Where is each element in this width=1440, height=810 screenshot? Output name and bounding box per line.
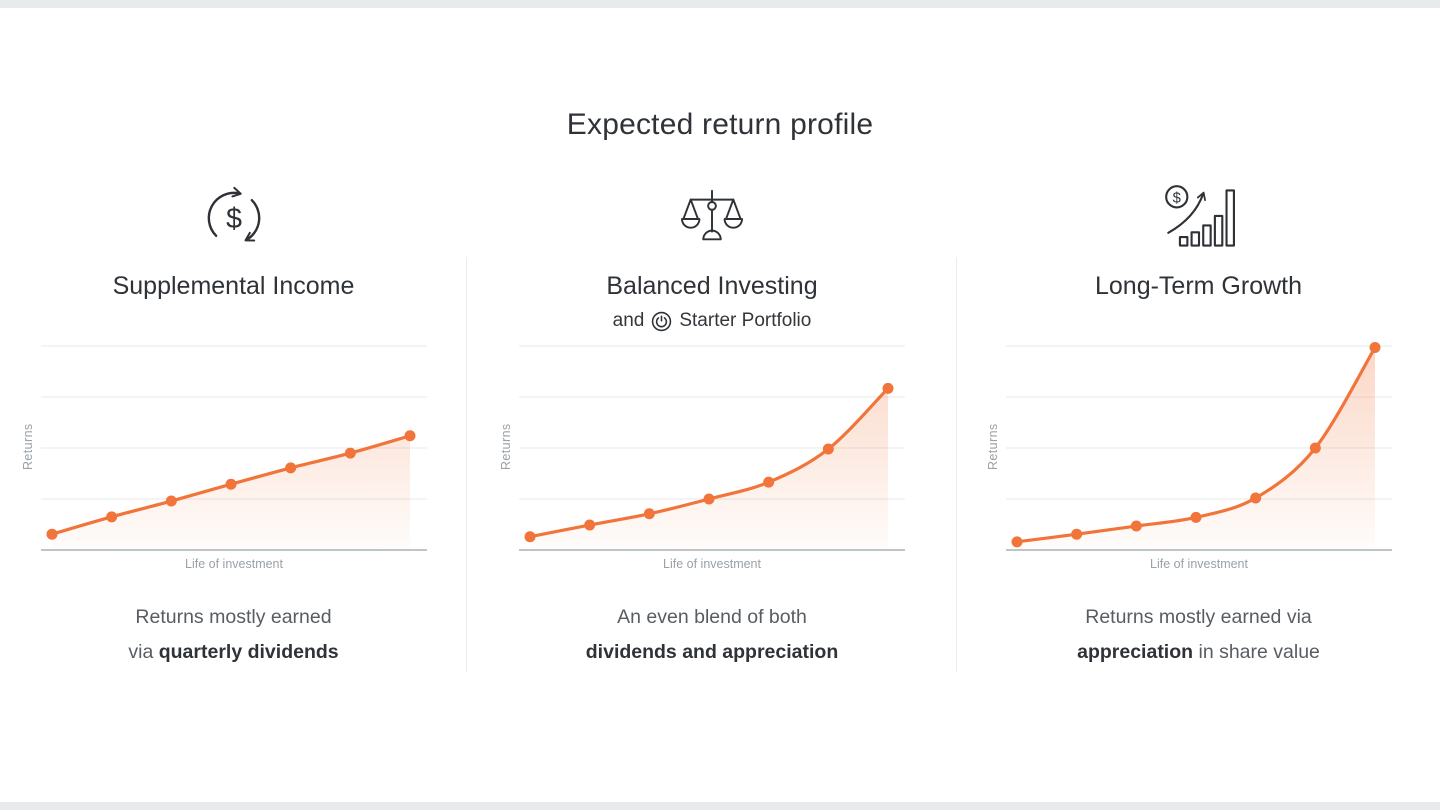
column-supplemental-income: $ Supplemental Income Returns Life of in… [0, 170, 467, 670]
power-button-icon [651, 311, 672, 332]
top-edge-strip [0, 0, 1440, 8]
caption-line1: An even blend of both [617, 606, 807, 628]
profile-subtitle: and Starter Portfolio [467, 306, 957, 336]
money-growth-bars-icon: $ [957, 170, 1440, 266]
subtitle-prefix: and [612, 310, 645, 331]
bottom-edge-strip [0, 802, 1440, 810]
caption-line2-bold: quarterly dividends [158, 641, 339, 663]
svg-text:$: $ [1172, 191, 1180, 207]
column-divider [956, 257, 957, 672]
area-chart-svg: Life of investment [40, 345, 427, 571]
column-divider [466, 257, 467, 672]
returns-chart: Returns Life of investment [21, 342, 427, 574]
svg-text:Life of investment: Life of investment [1150, 557, 1248, 571]
y-axis-label: Returns [499, 423, 513, 471]
returns-chart: Returns Life of investment [499, 342, 905, 574]
caption-line1: Returns mostly earned [135, 606, 332, 628]
svg-text:Life of investment: Life of investment [663, 557, 761, 571]
dollar-cycle-icon: $ [0, 170, 467, 266]
profile-title: Supplemental Income [112, 272, 355, 300]
profile-caption: An even blend of both dividends and appr… [467, 600, 957, 670]
balance-scale-icon [467, 170, 957, 266]
profile-title: Long-Term Growth [1094, 272, 1303, 300]
page-title: Expected return profile [566, 108, 874, 141]
caption-line2-suffix: in share value [1193, 641, 1320, 663]
profile-caption: Returns mostly earned via quarterly divi… [0, 600, 467, 670]
profile-title: Balanced Investing [606, 272, 818, 300]
caption-line2-prefix: via [128, 641, 159, 663]
subtitle-text: Starter Portfolio [679, 310, 812, 331]
svg-text:Life of investment: Life of investment [185, 557, 283, 571]
y-axis-label: Returns [20, 423, 35, 471]
profile-subtitle [0, 306, 467, 336]
caption-line2-bold: dividends and appreciation [585, 641, 839, 663]
returns-chart: Returns Life of investment [986, 342, 1392, 574]
column-balanced-investing: Balanced Investing and Starter Portfolio… [467, 170, 957, 670]
profile-caption: Returns mostly earned via appreciation i… [957, 600, 1440, 670]
caption-line1: Returns mostly earned via [1085, 606, 1312, 628]
profile-subtitle [957, 306, 1440, 336]
caption-line2-bold: appreciation [1077, 641, 1194, 663]
area-chart-svg: Life of investment [1005, 342, 1392, 571]
area-chart-svg: Life of investment [519, 345, 905, 571]
y-axis-label: Returns [985, 423, 1000, 471]
profile-columns: $ Supplemental Income Returns Life of in… [0, 170, 1440, 670]
svg-text:$: $ [226, 203, 242, 235]
column-long-term-growth: $ Long-Term Growth Returns Life of inves… [957, 170, 1440, 670]
